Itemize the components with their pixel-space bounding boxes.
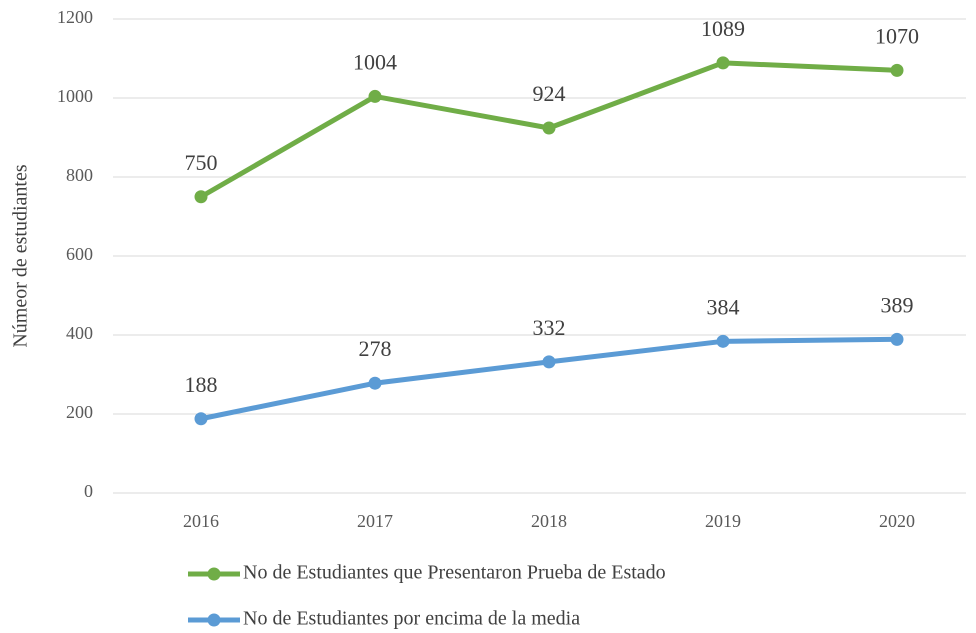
data-label: 924 [533, 81, 566, 106]
legend-label: No de Estudiantes por encima de la media [243, 608, 580, 630]
data-point [542, 121, 556, 135]
y-tick-label: 1200 [57, 7, 93, 27]
x-tick-label: 2016 [183, 511, 219, 531]
y-tick-label: 0 [84, 481, 93, 501]
data-point [890, 332, 904, 346]
data-label: 1004 [353, 49, 397, 74]
data-point [194, 412, 208, 426]
x-tick-label: 2017 [357, 511, 393, 531]
data-point [194, 190, 208, 204]
legend-marker [207, 613, 221, 627]
data-label: 384 [707, 294, 740, 319]
legend-marker [207, 567, 221, 581]
legend-label: No de Estudiantes que Presentaron Prueba… [243, 562, 666, 584]
x-tick-label: 2020 [879, 511, 915, 531]
y-tick-label: 800 [66, 165, 93, 185]
x-tick-label: 2018 [531, 511, 567, 531]
data-label: 750 [185, 150, 218, 175]
data-point [542, 355, 556, 369]
data-label: 278 [359, 336, 392, 361]
y-tick-label: 400 [66, 323, 93, 343]
x-tick-label: 2019 [705, 511, 741, 531]
series-line [200, 336, 898, 422]
data-label: 332 [533, 315, 566, 340]
data-label: 1070 [875, 23, 919, 48]
y-tick-label: 1000 [57, 86, 93, 106]
y-tick-label: 200 [66, 402, 93, 422]
data-point [890, 63, 904, 77]
y-axis-label: Númeor de estudiantes [10, 164, 32, 347]
data-label: 389 [881, 292, 914, 317]
data-point [716, 334, 730, 348]
data-point [368, 376, 382, 390]
data-point [368, 89, 382, 103]
y-tick-label: 600 [66, 244, 93, 264]
data-label: 1089 [701, 16, 745, 41]
data-point [716, 56, 730, 70]
data-label: 188 [185, 372, 218, 397]
